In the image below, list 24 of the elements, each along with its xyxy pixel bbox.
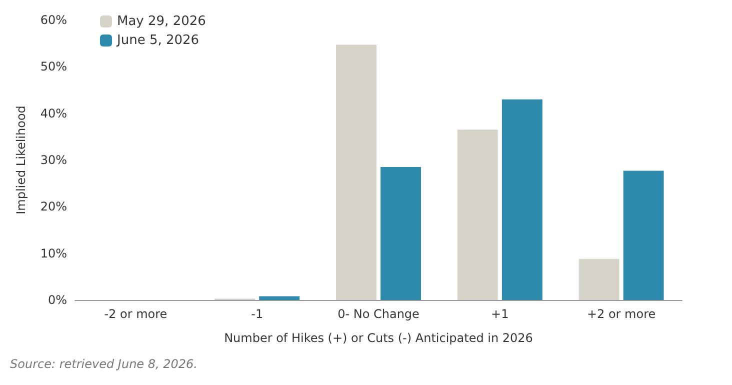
y-axis-title: Implied Likelihood [14,106,28,214]
legend-label: May 29, 2026 [117,14,206,29]
bar [578,258,620,300]
bar [259,296,300,300]
source-note: Source: retrieved June 8, 2026. [9,357,198,371]
bar [502,99,542,300]
bar [380,167,421,300]
y-tick-label: 10% [40,246,67,260]
y-tick-label: 50% [40,60,67,74]
x-tick-label: -2 or more [104,307,168,321]
y-tick-label: 60% [40,13,67,27]
x-tick-label: 0- No Change [338,307,420,321]
x-tick-label: +2 or more [586,307,656,321]
bar [336,44,376,300]
x-axis-title: Number of Hikes (+) or Cuts (-) Anticipated in 2026 [224,331,533,345]
x-tick-label: -1 [251,307,264,321]
legend-label: June 5, 2026 [116,33,200,48]
y-tick-label: 40% [40,106,67,120]
y-tick-label: 30% [40,153,67,167]
x-tick-label: +1 [491,307,509,321]
bar [623,170,664,300]
bar [457,130,498,300]
y-tick-label: 20% [40,200,67,214]
y-tick-label: 0% [48,293,67,307]
